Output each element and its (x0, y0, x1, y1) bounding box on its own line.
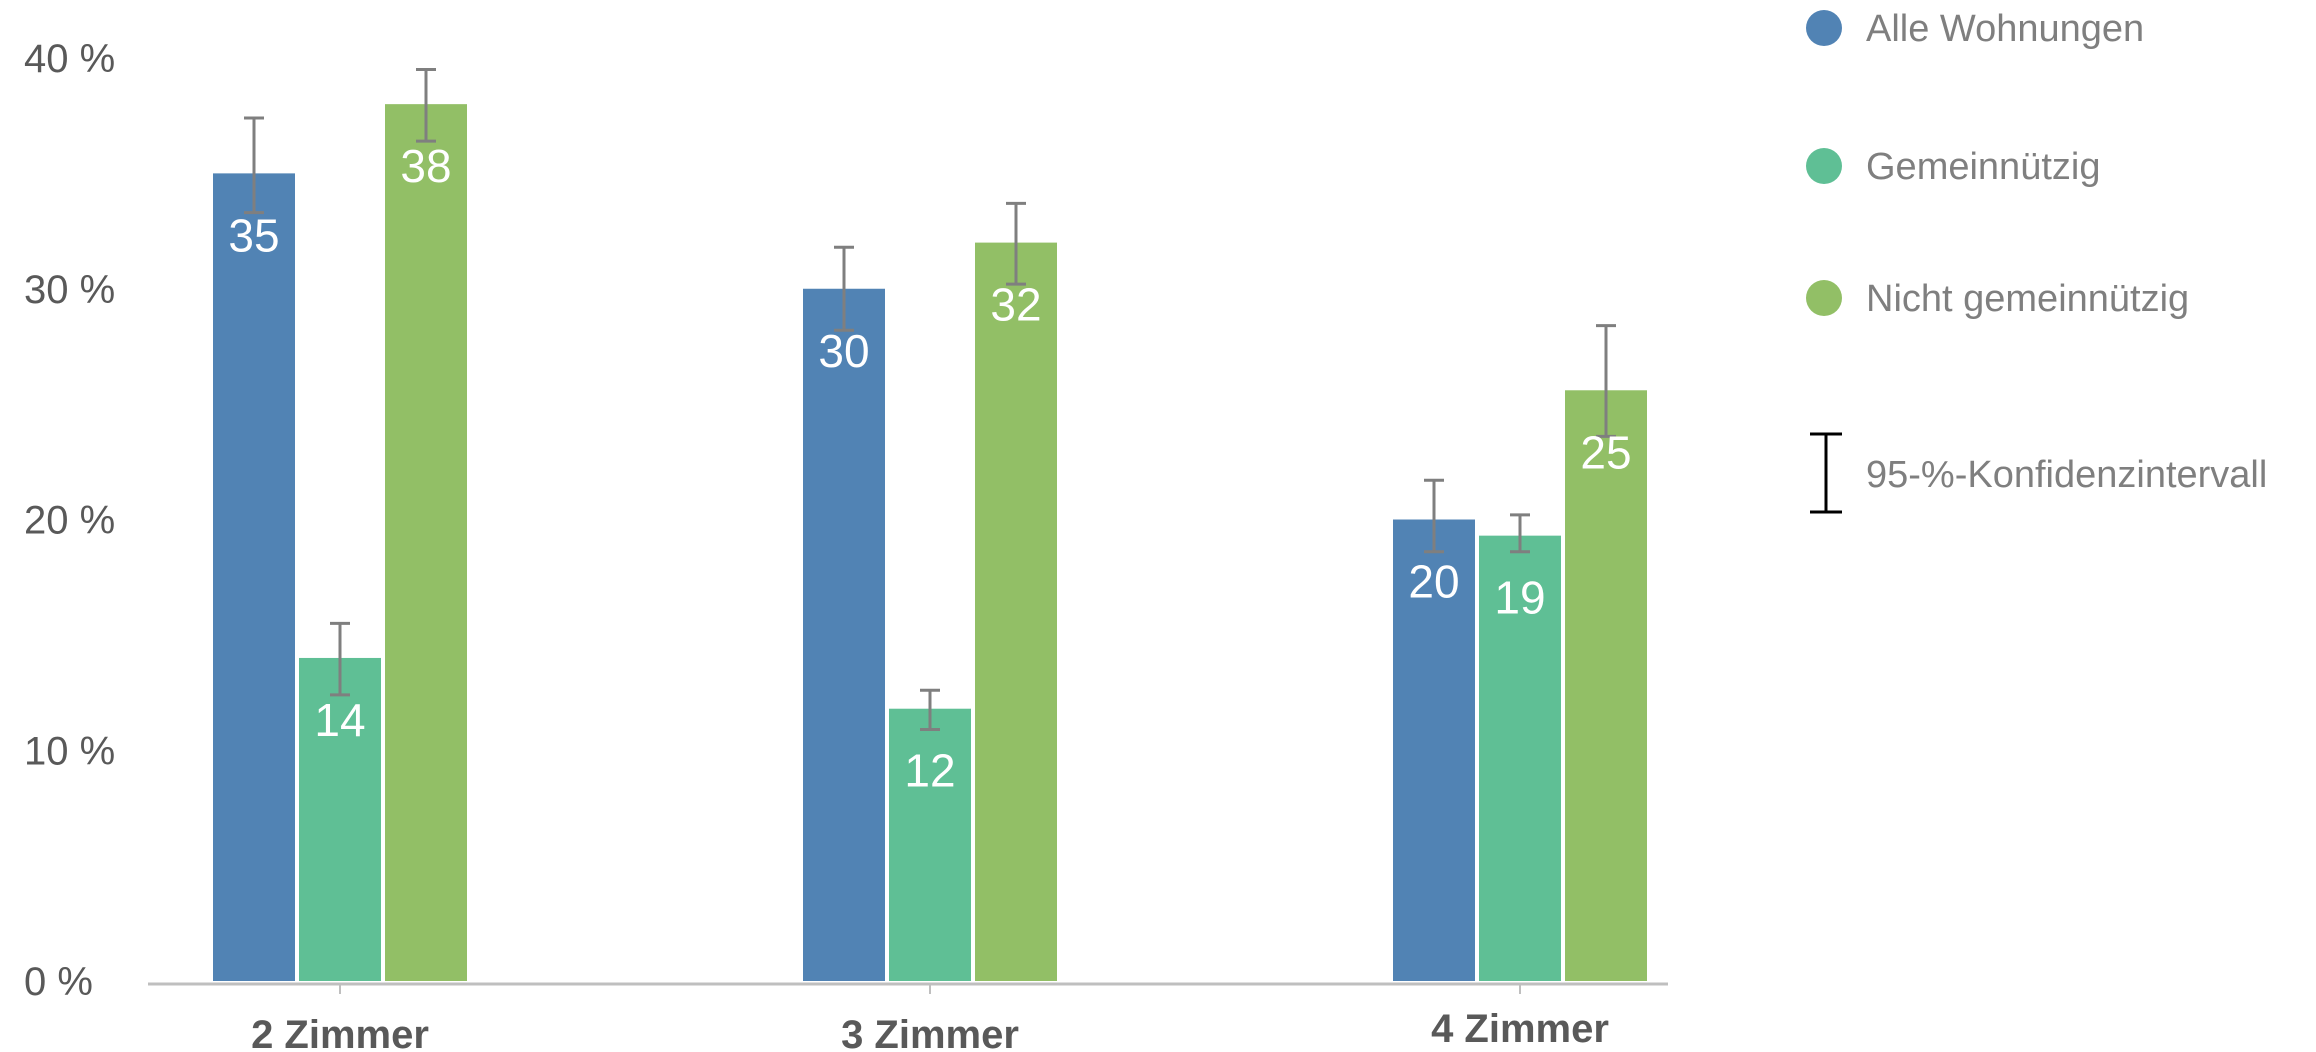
error-bar-0-0 (244, 116, 264, 215)
y-tick-label: 40 % (24, 37, 115, 81)
bar-1-2 (1479, 535, 1561, 981)
error-bar-1-0 (330, 621, 350, 697)
legend-swatch (1806, 148, 1842, 184)
data-label-1-2: 19 (1494, 572, 1545, 624)
legend-item-1: Gemeinnützig (1806, 146, 2100, 188)
data-label-2-1: 32 (990, 279, 1041, 331)
data-label-1-1: 12 (904, 745, 955, 797)
legend-item-0: Alle Wohnungen (1806, 8, 2144, 50)
legend-label-confidence-interval: 95-%-Konfidenzintervall (1866, 454, 2267, 496)
error-bar-1-2 (1510, 513, 1530, 554)
category-label: 3 Zimmer (841, 1013, 1019, 1052)
y-axis-tick-labels: 0 % 10 % 20 % 30 % 40 % (24, 37, 115, 1004)
data-label-0-0: 35 (228, 209, 279, 261)
x-axis-category-labels: 2 Zimmer 3 Zimmer 4 Zimmer (251, 1007, 1609, 1052)
error-bar-0-1 (834, 245, 854, 332)
legend-item-confidence-interval: 95-%-Konfidenzintervall (1810, 432, 2267, 514)
bar-0-1 (803, 288, 885, 981)
category-label: 4 Zimmer (1431, 1007, 1609, 1051)
legend-item-2: Nicht gemeinnützig (1806, 278, 2189, 320)
legend-label: Gemeinnützig (1866, 146, 2100, 188)
bar-1-0 (299, 657, 381, 981)
y-tick-label: 10 % (24, 729, 115, 773)
y-tick-label: 30 % (24, 268, 115, 312)
y-tick-label: 20 % (24, 499, 115, 543)
y-tick-label: 0 % (24, 960, 93, 1004)
bar-2-2 (1565, 390, 1647, 981)
error-bar-1-1 (920, 688, 940, 731)
data-label-2-2: 25 (1580, 426, 1631, 478)
legend: Alle Wohnungen Gemeinnützig Nicht gemeinnü… (1806, 8, 2267, 514)
bar-2-0 (385, 104, 467, 981)
data-label-2-0: 38 (400, 140, 451, 192)
data-label-0-2: 20 (1408, 556, 1459, 608)
bar-0-0 (213, 173, 295, 981)
legend-swatch (1806, 280, 1842, 316)
error-bar-2-1 (1006, 201, 1026, 286)
bar-series-group (213, 104, 1647, 982)
legend-label: Nicht gemeinnützig (1866, 278, 2189, 320)
bar-0-2 (1393, 519, 1475, 981)
data-label-0-1: 30 (818, 325, 869, 377)
bar-1-1 (889, 708, 971, 981)
data-label-1-0: 14 (314, 694, 365, 746)
error-bar-icon (1810, 432, 1842, 514)
x-axis-ticks (339, 984, 1521, 994)
legend-label: Alle Wohnungen (1866, 8, 2144, 50)
error-bar-2-2 (1596, 324, 1616, 438)
data-label-group: 35 14 38 30 12 32 20 19 25 (228, 140, 1631, 797)
legend-swatch (1806, 10, 1842, 46)
bar-2-1 (975, 242, 1057, 982)
error-bar-group (244, 68, 1616, 731)
error-bar-0-2 (1424, 478, 1444, 554)
category-label: 2 Zimmer (251, 1013, 429, 1052)
error-bar-2-0 (416, 68, 436, 143)
